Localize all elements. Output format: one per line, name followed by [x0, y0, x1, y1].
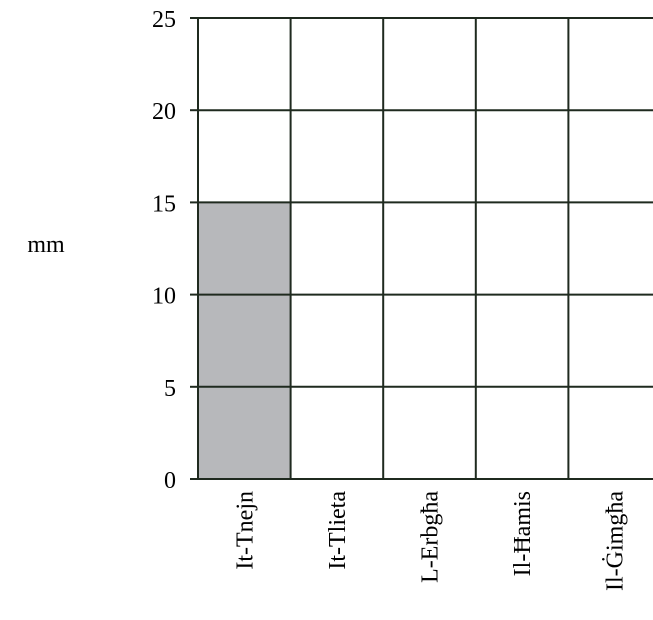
- y-tick-labels: 0 5 10 15 20 25: [152, 7, 176, 494]
- x-tick-label-1: It-Tnejn: [232, 491, 258, 570]
- y-tick-label-4: 15: [152, 191, 176, 217]
- y-tick-label-5: 20: [152, 99, 176, 125]
- bar-1: [198, 202, 291, 479]
- x-tick-label-5: Il-Ġimgħa: [603, 491, 629, 591]
- x-tick-labels: It-Tnejn It-Tlieta L-Erbgħa Il-Ħamis Il-Ġimg…: [232, 491, 628, 591]
- grid-layer: [190, 17, 653, 480]
- x-tick-label-3: L-Erbgħa: [418, 491, 444, 583]
- bars-layer: [198, 202, 291, 479]
- x-tick-label-2: It-Tlieta: [325, 491, 351, 570]
- y-tick-label-2: 5: [164, 376, 176, 402]
- y-tick-label-6: 25: [152, 7, 176, 33]
- x-tick-label-4: Il-Ħamis: [510, 491, 536, 576]
- y-tick-label-3: 10: [152, 284, 176, 310]
- y-tick-label-1: 0: [164, 468, 176, 494]
- y-axis-label: mm: [27, 232, 65, 258]
